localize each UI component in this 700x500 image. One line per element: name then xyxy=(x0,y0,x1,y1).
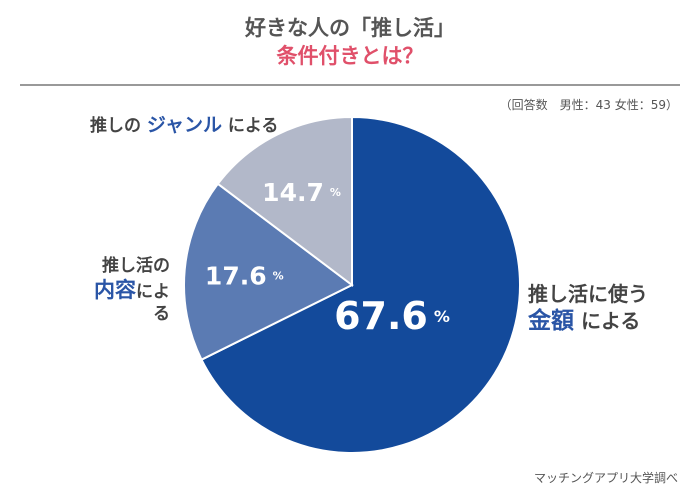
label-genre-pre: 推しの xyxy=(90,116,147,136)
label-content-line2: 内容による xyxy=(88,277,170,325)
pie-slice-3 xyxy=(216,115,353,288)
chart-title: 好きな人の「推し活」 条件付きとは？ xyxy=(0,14,700,70)
pie-slice-1 xyxy=(200,115,521,454)
value-label-1: 67.6% xyxy=(334,294,450,338)
label-amount-highlight: 金額 xyxy=(528,308,574,334)
label-amount-tail: による xyxy=(574,309,641,333)
label-content-tail: による xyxy=(136,282,170,324)
label-amount: 推し活に使う 金額 による xyxy=(528,282,648,336)
label-amount-line2: 金額 による xyxy=(528,307,648,336)
source-note: マッチングアプリ大学調べ xyxy=(533,471,678,485)
label-content-highlight: 内容 xyxy=(94,278,136,303)
pie-slice-2 xyxy=(183,182,354,362)
label-content: 推し活の 内容による xyxy=(88,256,170,325)
label-genre-tail: による xyxy=(221,116,279,136)
respondent-note: （回答数 男性：43 女性：59） xyxy=(499,98,678,112)
title-line-1: 好きな人の「推し活」 xyxy=(245,16,455,40)
label-genre: 推しの ジャンル による xyxy=(90,114,278,138)
value-label-2: 17.6% xyxy=(205,261,284,290)
label-content-line1: 推し活の xyxy=(102,256,170,276)
title-line-2: 条件付きとは？ xyxy=(276,44,424,68)
label-genre-highlight: ジャンル xyxy=(146,114,222,136)
value-label-3: 14.7% xyxy=(262,177,341,206)
divider xyxy=(20,84,680,86)
label-amount-line1: 推し活に使う xyxy=(528,282,648,306)
